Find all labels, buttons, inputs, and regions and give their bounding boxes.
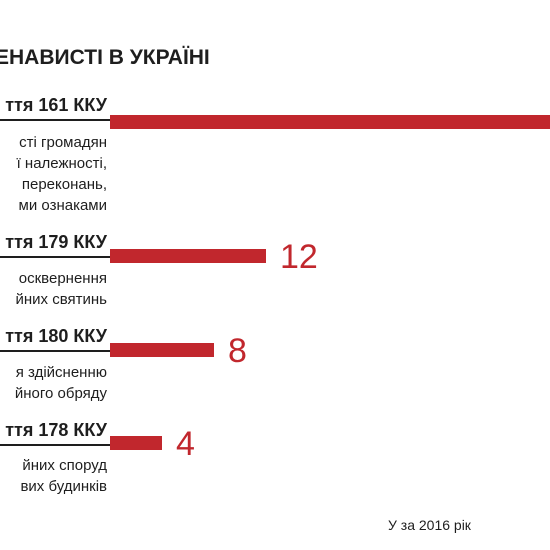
- category-label: ття 180 ККУ: [5, 326, 108, 346]
- category-description: ї належності,: [16, 155, 107, 172]
- category-underline: [0, 444, 111, 446]
- bar: [110, 115, 550, 129]
- category-label: ття 178 ККУ: [5, 420, 108, 440]
- category-description: йних споруд: [22, 457, 107, 474]
- chart-source: У за 2016 рік: [388, 517, 472, 533]
- category-description: ми ознаками: [19, 197, 107, 214]
- category-description: вих будинків: [20, 478, 107, 495]
- category-description: сті громадян: [19, 134, 107, 151]
- category-description: йних святинь: [16, 291, 108, 308]
- category-underline: [0, 256, 111, 258]
- bar-value-label: 8: [228, 332, 247, 370]
- category-description: переконань,: [22, 176, 107, 193]
- category-description: осквернення: [19, 270, 107, 287]
- category-description: йного обряду: [15, 385, 108, 402]
- category-label: ття 179 ККУ: [5, 232, 108, 252]
- category-underline: [0, 350, 111, 352]
- chart-title: ЕНАВИСТІ В УКРАЇНІ: [0, 46, 210, 69]
- category-description: я здійсненню: [16, 364, 107, 381]
- bar: [110, 249, 266, 263]
- bar: [110, 343, 214, 357]
- chart-rows: ття 161 ККУ сті громадян ї належності, пере…: [0, 95, 550, 495]
- bar-value-label: 4: [176, 425, 195, 463]
- category-underline: [0, 119, 111, 121]
- category-label: ття 161 ККУ: [5, 95, 108, 115]
- bar: [110, 436, 162, 450]
- bar-value-label: 12: [280, 238, 318, 276]
